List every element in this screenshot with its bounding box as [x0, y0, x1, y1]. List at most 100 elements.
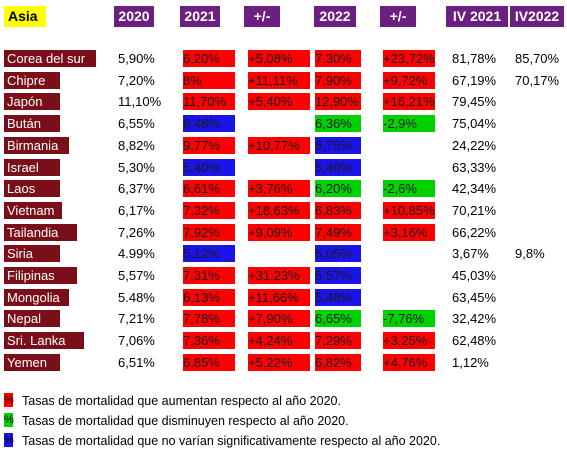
rate-2020: 6,55%: [118, 116, 155, 132]
region-header: Asia: [4, 6, 46, 27]
iv-2021: 32,42%: [452, 311, 497, 327]
iv-2021: 3,67%: [452, 246, 489, 262]
rate-2021: 6,20%: [183, 50, 235, 67]
rate-2020: 7,21%: [118, 311, 155, 327]
change-2022: +3,25%: [383, 332, 435, 350]
rate-2021: 6,85%: [183, 353, 235, 371]
country-name: Nepal: [4, 310, 60, 328]
rate-2020: 8,82%: [118, 137, 155, 153]
rate-2021: 6,61%: [183, 180, 235, 198]
rate-2022: 6,82%: [315, 353, 361, 371]
rate-2021: 5,40%: [183, 158, 235, 176]
country-name: Mongolia: [4, 288, 70, 306]
change-2021: +31,23%: [248, 267, 310, 284]
header-iv-2022: IV2022: [510, 6, 564, 27]
iv-2021: 62,48%: [452, 333, 497, 349]
country-name: Japón: [4, 93, 60, 111]
country-name: Vietnam: [4, 201, 62, 219]
iv-2022: 85,70%: [515, 51, 560, 66]
country-name: Corea del sur: [4, 50, 96, 67]
rate-2022: 5,40%: [315, 158, 361, 176]
rate-2020: 7,26%: [118, 224, 155, 240]
rate-2022: 6,20%: [315, 180, 361, 198]
rate-2022: 7,30%: [315, 50, 361, 67]
iv-2021: 42,34%: [452, 181, 497, 197]
country-name: Tailandia: [4, 223, 77, 241]
iv-2021: 66,22%: [452, 224, 497, 240]
iv-2022: 9,8%: [515, 246, 545, 262]
rate-2022: 7,90%: [315, 71, 361, 89]
change-2022: +10,85%: [383, 201, 435, 219]
change-2022: +3,16%: [383, 223, 435, 241]
rate-2020: 11,10%: [118, 94, 162, 110]
rate-2021: 6,48%: [183, 115, 235, 133]
change-2022: +23,72%: [383, 50, 435, 67]
header-2022: 2022: [314, 6, 356, 27]
rate-2022: 5,05%: [315, 245, 361, 263]
header-iv-2021: IV 2021: [446, 6, 508, 27]
rate-2020: 5,30%: [118, 159, 155, 175]
rate-2022: 8,75%: [315, 136, 361, 154]
change-2021: +3,76%: [248, 180, 310, 198]
legend-swatch: %: [4, 413, 14, 427]
iv-2021: 81,78%: [452, 51, 497, 66]
iv-2021: 67,19%: [452, 72, 497, 88]
rate-2020: 7,06%: [118, 333, 155, 349]
country-name: Laos: [4, 180, 60, 198]
rate-2021: 7,78%: [183, 310, 235, 328]
rate-2021: 7,92%: [183, 223, 235, 241]
change-2022: +9,72%: [383, 71, 435, 89]
change-2022: -2,9%: [383, 115, 435, 133]
rate-2022: 7,29%: [315, 332, 361, 350]
country-name: Yemen: [4, 353, 60, 371]
rate-2020: 4.99%: [118, 246, 155, 262]
change-2021: +11,11%: [248, 71, 310, 89]
country-name: Filipinas: [4, 267, 77, 284]
rate-2022: 5,48%: [315, 288, 361, 306]
change-2021: +5,22%: [248, 353, 310, 371]
rate-2022: 7,49%: [315, 223, 361, 241]
rate-2022: 12,90%: [315, 93, 361, 111]
header-2020: 2020: [114, 6, 154, 27]
change-2021: +10,77%: [248, 136, 310, 154]
change-2022: -7,76%: [383, 310, 435, 328]
iv-2021: 63,45%: [452, 289, 497, 305]
change-2021: +7,90%: [248, 310, 310, 328]
iv-2021: 79,45%: [452, 94, 497, 110]
legend-swatch: %: [4, 433, 14, 447]
rate-2021: 7,36%: [183, 332, 235, 350]
change-2022: -2,6%: [383, 180, 435, 198]
rate-2021: 7,32%: [183, 201, 235, 219]
change-2022: +4,76%: [383, 353, 435, 371]
rate-2021: 11,70%: [183, 93, 235, 111]
change-2021: +4,24%: [248, 332, 310, 350]
country-name: Sri. Lanka: [4, 332, 84, 350]
header-diff-2022: +/-: [380, 6, 416, 27]
country-name: Siria: [4, 245, 60, 263]
rate-2021: 8%: [183, 71, 235, 89]
country-name: Birmania: [4, 136, 70, 154]
change-2021: +18,63%: [248, 201, 310, 219]
rate-2021: 6,13%: [183, 288, 235, 306]
rate-2020: 7,20%: [118, 72, 155, 88]
change-2021: +5,08%: [248, 50, 310, 67]
rate-2020: 6,37%: [118, 181, 155, 197]
iv-2022: 70,17%: [515, 72, 560, 88]
rate-2022: 6,36%: [315, 115, 361, 133]
legend-item: % Tasas de mortalidad que aumentan respec…: [4, 393, 341, 409]
change-2021: +11,66%: [248, 288, 310, 306]
header-diff-2021: +/-: [244, 6, 280, 27]
rate-2020: 5.48%: [118, 289, 155, 305]
country-name: Chipre: [4, 71, 60, 89]
iv-2021: 63,33%: [452, 159, 497, 175]
rate-2022: 5,57%: [315, 267, 361, 284]
change-2021: +5,40%: [248, 93, 310, 111]
change-2022: +16,21%: [383, 93, 435, 111]
rate-2020: 6,51%: [118, 354, 155, 370]
legend-text: Tasas de mortalidad que disminuyen respe…: [22, 414, 349, 428]
rate-2022: 6,65%: [315, 310, 361, 328]
header-2021: 2021: [180, 6, 220, 27]
iv-2021: 1,12%: [452, 354, 489, 370]
country-name: Israel: [4, 158, 60, 176]
rate-2021: 9,77%: [183, 136, 235, 154]
